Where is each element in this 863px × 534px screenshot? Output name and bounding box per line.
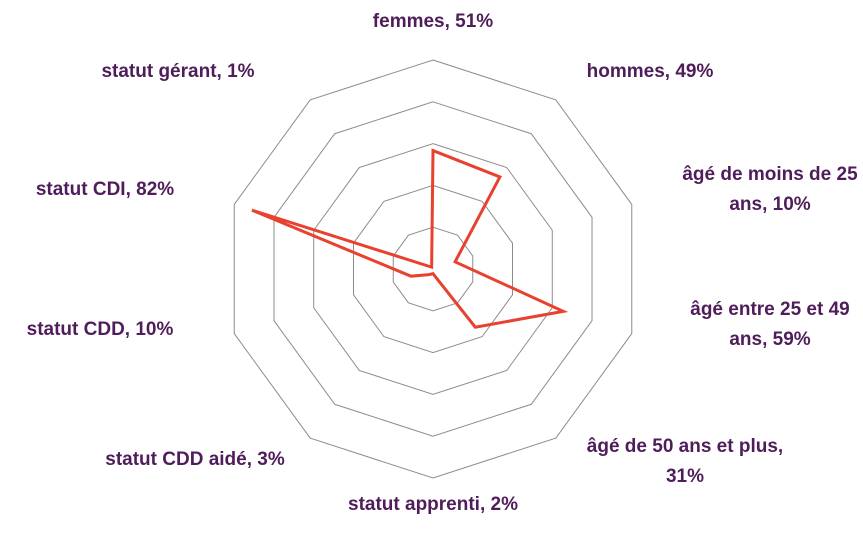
category-label: statut CDD, 10%	[26, 319, 174, 340]
data-line	[251, 148, 569, 329]
category-label: femmes, 51%	[372, 11, 494, 32]
grid-ring	[352, 184, 514, 354]
category-label: statut CDD aidé, 3%	[105, 449, 285, 470]
category-label: statut CDI, 82%	[35, 179, 175, 200]
category-label: âgé entre 25 et 49 ans, 59%	[690, 299, 850, 350]
grid-ring	[313, 143, 553, 395]
grid-ring	[392, 226, 474, 312]
category-label: hommes, 49%	[586, 61, 714, 82]
category-label: statut apprenti, 2%	[348, 494, 518, 515]
category-label: âgé de 50 ans et plus, 31%	[586, 436, 784, 487]
grid-ring	[273, 101, 593, 437]
category-label: statut gérant, 1%	[101, 61, 255, 82]
grid-ring	[233, 59, 633, 479]
category-label: âgé de moins de 25 ans, 10%	[682, 164, 858, 215]
